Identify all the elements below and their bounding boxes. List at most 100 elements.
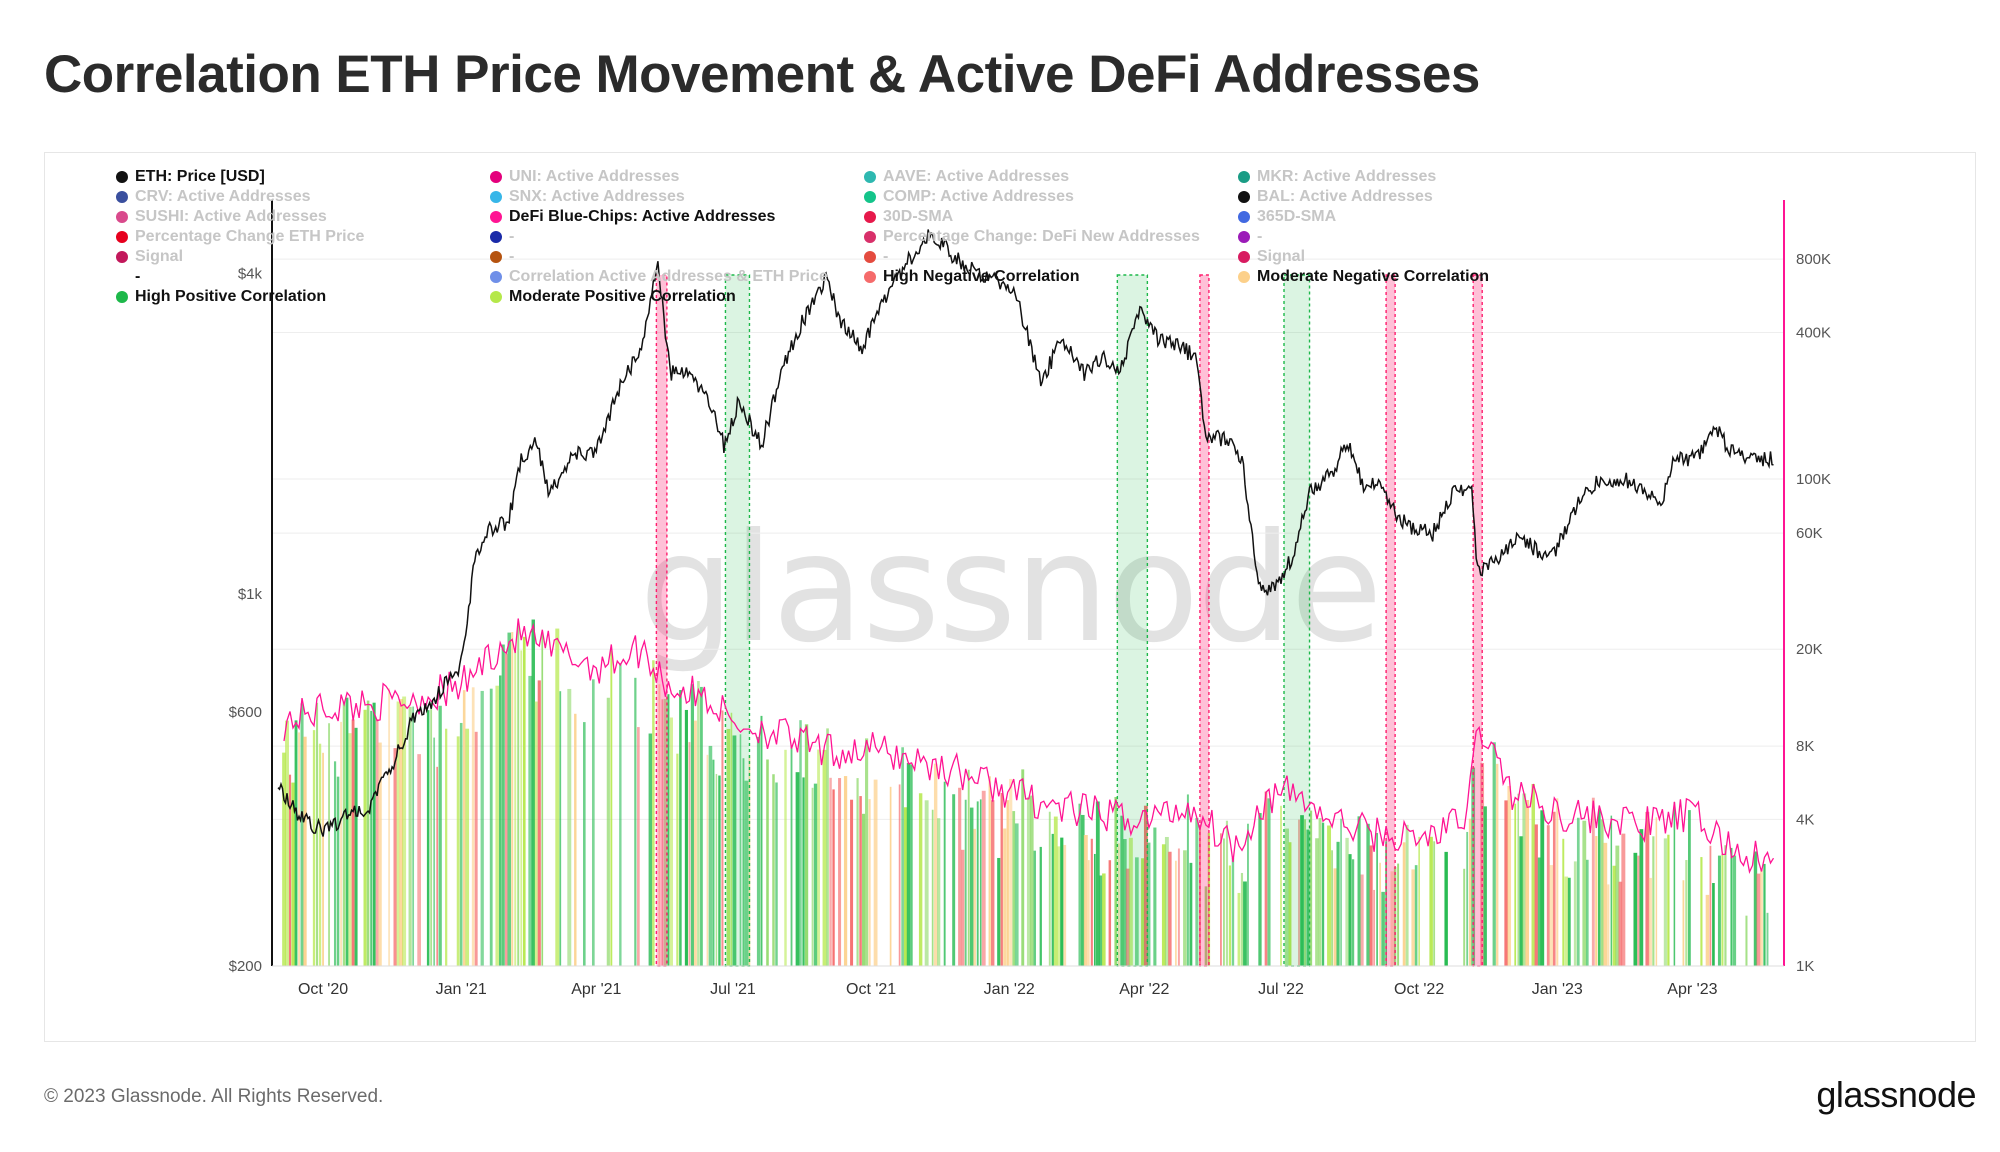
correlation-bar [760, 715, 763, 966]
legend-item-19[interactable]: Signal [1238, 248, 1305, 266]
correlation-bar [1014, 823, 1019, 966]
correlation-bar [1724, 845, 1727, 966]
correlation-bar [804, 724, 809, 966]
correlation-bar [1673, 802, 1676, 966]
correlation-bar [1549, 865, 1554, 966]
legend-label: BAL: Active Addresses [1257, 188, 1433, 205]
correlation-bar [567, 688, 572, 966]
page-title: Correlation ETH Price Movement & Active … [44, 45, 1480, 104]
correlation-bar [378, 742, 382, 966]
correlation-bars [282, 619, 1769, 966]
correlation-bar [850, 799, 854, 966]
correlation-bar [1280, 805, 1282, 966]
correlation-bar [1639, 829, 1644, 966]
correlation-bar [889, 786, 892, 966]
legend-label: UNI: Active Addresses [509, 168, 680, 185]
correlation-bar [300, 703, 304, 966]
correlation-bar [832, 789, 835, 966]
correlation-bar [474, 731, 478, 966]
legend-item-9[interactable]: DeFi Blue-Chips: Active Addresses [490, 208, 775, 226]
correlation-bar [619, 663, 622, 966]
correlation-bar [1357, 816, 1361, 966]
x-tick-label: Jul '21 [710, 981, 756, 998]
correlation-bar [817, 749, 820, 966]
legend-item-15[interactable]: - [1238, 228, 1262, 246]
legend-item-2[interactable]: AAVE: Active Addresses [864, 168, 1069, 186]
legend-item-5[interactable]: SNX: Active Addresses [490, 188, 685, 206]
legend-item-24[interactable]: High Positive Correlation [116, 288, 326, 306]
legend-item-10[interactable]: 30D-SMA [864, 208, 953, 226]
correlation-bar [1164, 836, 1169, 966]
correlation-bar [555, 628, 560, 966]
legend-item-22[interactable]: High Negative Correlation [864, 268, 1079, 286]
correlation-bar [1102, 873, 1106, 966]
correlation-bar [979, 799, 982, 966]
correlation-bar [730, 712, 733, 966]
legend-item-8[interactable]: SUSHI: Active Addresses [116, 208, 327, 226]
correlation-region [1283, 274, 1311, 967]
legend-item-18[interactable]: - [864, 248, 888, 266]
legend-dot-icon [116, 251, 128, 263]
x-tick-label: Apr '22 [1119, 981, 1169, 998]
legend-item-20[interactable]: - [116, 268, 140, 286]
legend-label: - [1257, 228, 1263, 245]
legend-item-25[interactable]: Moderate Positive Correlation [490, 288, 736, 306]
correlation-bar [1321, 822, 1325, 966]
legend-dot-icon [864, 251, 876, 263]
correlation-bar [706, 754, 709, 966]
correlation-bar [1567, 877, 1571, 966]
correlation-bar [829, 777, 832, 966]
correlation-bar [1522, 793, 1527, 966]
legend-item-13[interactable]: - [490, 228, 514, 246]
correlation-bar [340, 721, 342, 966]
correlation-bar [1688, 810, 1691, 966]
correlation-bar [1385, 841, 1387, 966]
correlation-bar [388, 688, 391, 966]
legend-dot-icon [490, 251, 502, 263]
legend-item-21[interactable]: Correlation Active Addresses & ETH Price [490, 268, 828, 286]
correlation-bar [906, 763, 911, 966]
correlation-bar [726, 728, 731, 966]
correlation-bar [1682, 880, 1685, 966]
legend-item-6[interactable]: COMP: Active Addresses [864, 188, 1074, 206]
legend-item-16[interactable]: Signal [116, 248, 183, 266]
correlation-bar [372, 702, 376, 966]
legend-item-1[interactable]: UNI: Active Addresses [490, 168, 679, 186]
correlation-bar [873, 779, 878, 966]
correlation-bar [348, 733, 352, 966]
legend-item-7[interactable]: BAL: Active Addresses [1238, 188, 1433, 206]
correlation-bar [652, 660, 655, 966]
legend-label: High Positive Correlation [135, 288, 327, 305]
correlation-bar [742, 758, 745, 966]
legend-dot-icon [864, 271, 876, 283]
legend-item-0[interactable]: ETH: Price [USD] [116, 168, 265, 186]
legend-item-23[interactable]: Moderate Negative Correlation [1238, 268, 1489, 286]
legend-dot-icon [116, 191, 128, 203]
legend-label: 30D-SMA [883, 208, 954, 225]
correlation-bar [1189, 862, 1193, 966]
correlation-bar [1582, 820, 1587, 966]
correlation-bar [354, 727, 358, 966]
correlation-bar [1760, 870, 1763, 966]
legend-label: Percentage Change: DeFi New Addresses [883, 228, 1200, 245]
correlation-bar [1483, 806, 1487, 966]
legend-dot-icon [864, 191, 876, 203]
legend-item-4[interactable]: CRV: Active Addresses [116, 188, 310, 206]
y-right-tick-label: 8K [1796, 738, 1814, 755]
x-tick-label: Apr '23 [1667, 981, 1717, 998]
legend-item-14[interactable]: Percentage Change: DeFi New Addresses [864, 228, 1200, 246]
legend-dot-icon [490, 211, 502, 223]
correlation-bar [408, 706, 412, 966]
legend-item-3[interactable]: MKR: Active Addresses [1238, 168, 1436, 186]
defi-active-addresses-line [283, 618, 1775, 874]
correlation-bar [462, 690, 466, 966]
legend-item-17[interactable]: - [490, 248, 514, 266]
correlation-bar [1304, 819, 1306, 966]
correlation-bar [838, 778, 842, 966]
legend-item-12[interactable]: Percentage Change ETH Price [116, 228, 364, 246]
correlation-bar [294, 720, 298, 966]
correlation-bar [862, 813, 866, 966]
y-right-tick-label: 400K [1796, 324, 1831, 341]
correlation-bar [438, 705, 442, 966]
legend-item-11[interactable]: 365D-SMA [1238, 208, 1336, 226]
